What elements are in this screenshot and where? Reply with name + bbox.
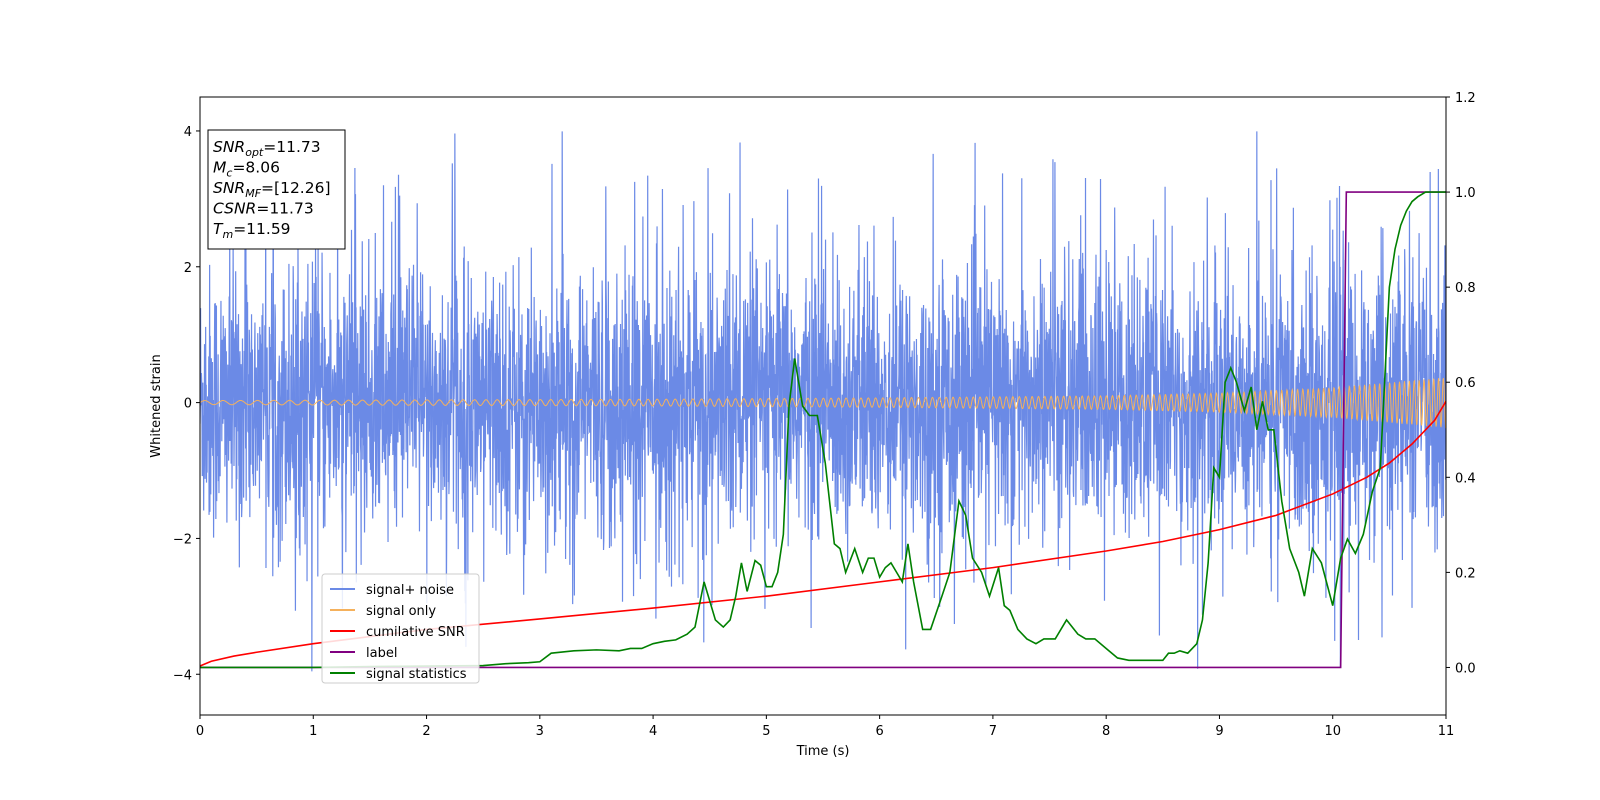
x-tick-label: 1 xyxy=(309,724,317,739)
x-tick-label: 2 xyxy=(422,724,430,739)
series-signal-noise-line xyxy=(200,131,1446,672)
annotation-line: Tm=11.59 xyxy=(213,220,291,241)
y-left-tick-label: −2 xyxy=(173,532,192,547)
y-left-tick-label: −4 xyxy=(173,668,192,683)
annotation-subscript: opt xyxy=(245,146,264,159)
annotation-symbol: M xyxy=(213,159,226,177)
annotation-value: =8.06 xyxy=(232,159,280,177)
legend: signal+ noise signal only cumilative SNR la… xyxy=(321,573,480,684)
annotation-symbol: SNR xyxy=(213,179,245,197)
x-tick-label: 0 xyxy=(196,724,204,739)
series-signal-only-line xyxy=(200,377,1446,429)
y-right-tick-label: 0.8 xyxy=(1455,281,1476,296)
y-left-tick-label: 4 xyxy=(184,125,192,140)
annotation-subscript: c xyxy=(226,167,232,180)
legend-label: signal statistics xyxy=(366,667,467,682)
y-right-tick-label: 0.2 xyxy=(1455,566,1476,581)
legend-label: signal+ noise xyxy=(366,583,454,598)
annotation-value: =11.73 xyxy=(263,138,320,156)
series-cumulative-snr-line xyxy=(200,400,1446,667)
annotation-subscript: MF xyxy=(245,187,261,200)
x-tick-label: 3 xyxy=(536,724,544,739)
y-right-tick-label: 0.4 xyxy=(1455,471,1476,486)
annotation-symbol: CSNR xyxy=(213,200,256,218)
legend-label: label xyxy=(366,646,397,661)
y-right-tick-label: 0.0 xyxy=(1455,661,1476,676)
y-right-tick-label: 1.2 xyxy=(1455,91,1476,106)
annotation-symbol: T xyxy=(213,220,224,238)
legend-box xyxy=(321,573,480,684)
y-left-tick-label: 0 xyxy=(184,397,192,412)
series-label-line xyxy=(200,191,1446,669)
x-axis-ticks: 0 1 2 3 4 5 6 7 8 9 10 11 xyxy=(196,715,1454,739)
y-axis-left-ticks: −4 −2 0 2 4 xyxy=(173,125,200,683)
annotation-subscript: m xyxy=(222,228,233,241)
x-axis-label: Time (s) xyxy=(796,744,850,759)
x-tick-label: 11 xyxy=(1438,724,1455,739)
plot-series xyxy=(200,131,1446,672)
annotation-line: SNRopt=11.73 xyxy=(213,138,321,159)
legend-label: cumilative SNR xyxy=(366,625,465,640)
legend-items: signal+ noise signal only cumilative SNR la… xyxy=(330,583,467,682)
stats-annotation: SNRopt=11.73Mc=8.06SNRMF=[12.26]CSNR=11.… xyxy=(207,129,346,250)
annotation-line: SNRMF=[12.26] xyxy=(213,179,331,200)
y-left-tick-label: 2 xyxy=(184,261,192,276)
x-tick-label: 4 xyxy=(649,724,657,739)
legend-label: signal only xyxy=(366,604,436,619)
x-tick-label: 6 xyxy=(875,724,883,739)
annotation-lines: SNRopt=11.73Mc=8.06SNRMF=[12.26]CSNR=11.… xyxy=(213,138,331,241)
plot-frame xyxy=(199,96,1447,716)
x-tick-label: 9 xyxy=(1215,724,1223,739)
annotation-value: =[12.26] xyxy=(261,179,330,197)
y-axis-right-ticks: 0.0 0.2 0.4 0.6 0.8 1.0 1.2 xyxy=(1446,91,1476,676)
y-axis-label: Whitened strain xyxy=(149,354,164,457)
x-tick-label: 10 xyxy=(1324,724,1341,739)
x-tick-label: 7 xyxy=(989,724,997,739)
annotation-line: Mc=8.06 xyxy=(213,159,280,180)
annotation-value: =11.59 xyxy=(233,220,290,238)
annotation-box xyxy=(207,129,346,250)
annotation-symbol: SNR xyxy=(213,138,245,156)
x-tick-label: 5 xyxy=(762,724,770,739)
series-signal-statistics-line xyxy=(200,191,1446,669)
y-right-tick-label: 0.6 xyxy=(1455,376,1476,391)
annotation-line: CSNR=11.73 xyxy=(213,200,314,218)
y-right-tick-label: 1.0 xyxy=(1455,186,1476,201)
annotation-value: =11.73 xyxy=(256,200,313,218)
x-tick-label: 8 xyxy=(1102,724,1110,739)
